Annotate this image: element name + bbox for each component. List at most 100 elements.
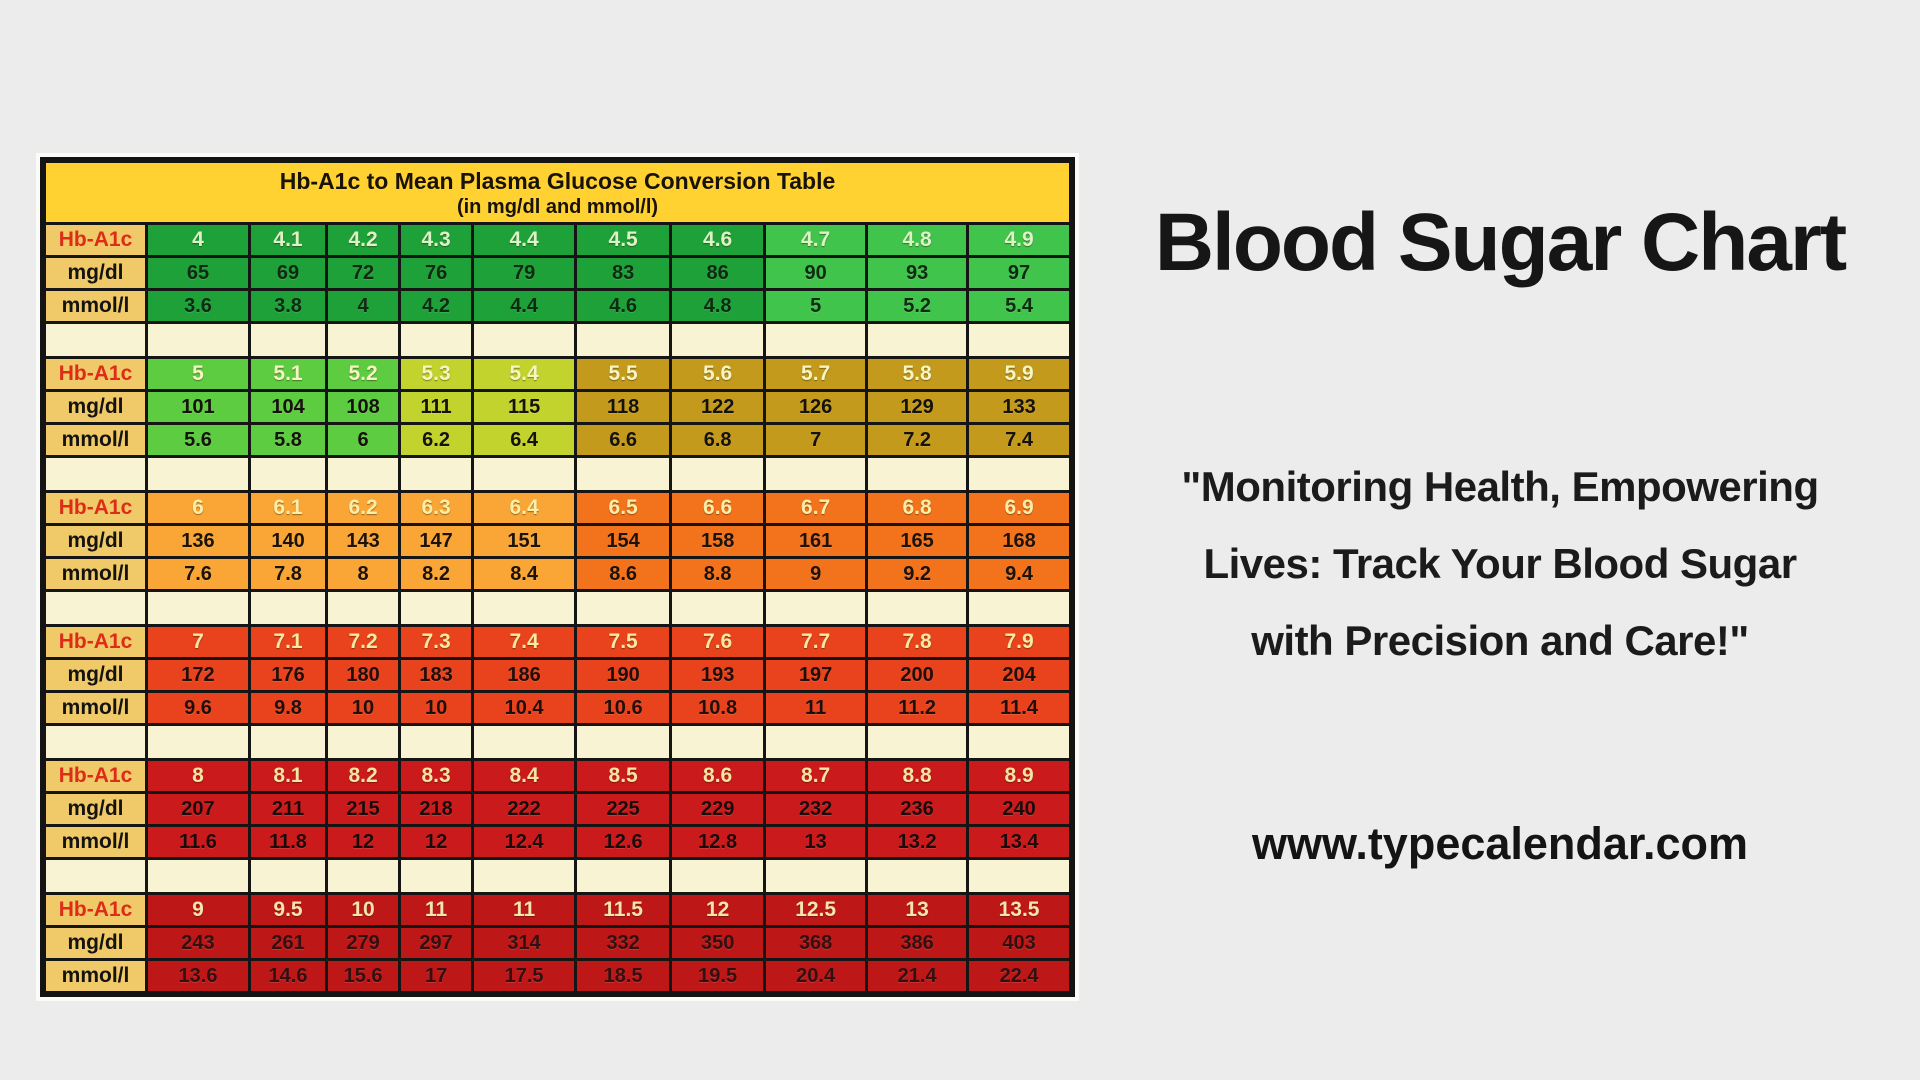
table-cell: 5 [766,291,869,321]
table-cell: 9 [147,895,251,925]
row-label: mg/dl [46,794,148,824]
spacer-row [46,726,1069,761]
table-header: Hb-A1c to Mean Plasma Glucose Conversion… [46,163,1069,225]
row-label: mmol/l [46,827,148,857]
spacer-cell [401,324,475,356]
table-cell: 10.6 [577,693,673,723]
table-cell: 4.8 [868,225,970,255]
row-label: Hb-A1c [46,895,148,925]
spacer-cell [328,592,402,624]
table-cell: 17.5 [474,961,578,991]
table-cell: 6 [328,425,402,455]
table-cell: 222 [474,794,578,824]
table-cell: 13 [868,895,970,925]
table-cell: 218 [401,794,475,824]
spacer-cell [969,458,1069,490]
table-cell: 172 [147,660,251,690]
table-cell: 18.5 [577,961,673,991]
table-cell: 11.5 [577,895,673,925]
table-cell: 200 [868,660,970,690]
spacer-cell [328,458,402,490]
table-cell: 5.3 [401,359,475,389]
spacer-cell [969,592,1069,624]
table-cell: 168 [969,526,1069,556]
table-cell: 8.6 [577,559,673,589]
spacer-cell [474,860,578,892]
table-cell: 12.6 [577,827,673,857]
table-cell: 12.8 [672,827,767,857]
table-cell: 8.4 [474,559,578,589]
table-cell: 5.7 [766,359,869,389]
table-cell: 5.4 [474,359,578,389]
table-cell: 4.8 [672,291,767,321]
spacer-cell [46,592,148,624]
table-cell: 21.4 [868,961,970,991]
spacer-cell [401,726,475,758]
table-cell: 6.2 [328,493,402,523]
table-cell: 147 [401,526,475,556]
table-cell: 180 [328,660,402,690]
table-cell: 7 [766,425,869,455]
table-cell: 332 [577,928,673,958]
spacer-cell [766,592,869,624]
table-cell: 6 [147,493,251,523]
table-row: mg/dl 243 261 279 297 314 332 350 368 386 403 [46,928,1069,961]
table-cell: 11.2 [868,693,970,723]
website-url: www.typecalendar.com [1251,818,1748,869]
table-cell: 4.4 [474,291,578,321]
row-label: mmol/l [46,559,148,589]
table-cell: 7.8 [868,627,970,657]
row-label: Hb-A1c [46,761,148,791]
table-cell: 5.1 [251,359,329,389]
table-cell: 5.5 [577,359,673,389]
table-row: mg/dl 101 104 108 111 115 118 122 126 129 133 [46,392,1069,425]
conversion-table-card: Hb-A1c to Mean Plasma Glucose Conversion… [36,153,1079,1001]
row-label: mmol/l [46,291,148,321]
table-row: mmol/l 5.6 5.8 6 6.2 6.4 6.6 6.8 7 7.2 7.4 [46,425,1069,458]
table-cell: 8.6 [672,761,767,791]
table-cell: 19.5 [672,961,767,991]
table-cell: 207 [147,794,251,824]
table-cell: 5.9 [969,359,1069,389]
table-cell: 314 [474,928,578,958]
table-cell: 5.8 [868,359,970,389]
table-cell: 11.6 [147,827,251,857]
table-row: Hb-A1c 7 7.1 7.2 7.3 7.4 7.5 7.6 7.7 7.8 7.9 [46,627,1069,660]
row-label: mmol/l [46,425,148,455]
spacer-cell [46,324,148,356]
table-cell: 13.4 [969,827,1069,857]
table-cell: 17 [401,961,475,991]
table-cell: 9.5 [251,895,329,925]
spacer-cell [868,592,970,624]
table-cell: 6.7 [766,493,869,523]
table-cell: 9.4 [969,559,1069,589]
table-cell: 7.2 [328,627,402,657]
spacer-cell [328,726,402,758]
spacer-cell [147,324,251,356]
spacer-cell [401,458,475,490]
table-cell: 10 [328,895,402,925]
table-cell: 7.9 [969,627,1069,657]
table-cell: 22.4 [969,961,1069,991]
table-cell: 93 [868,258,970,288]
spacer-cell [147,592,251,624]
table-cell: 79 [474,258,578,288]
table-cell: 111 [401,392,475,422]
table-cell: 151 [474,526,578,556]
table-cell: 7 [147,627,251,657]
table-cell: 8.3 [401,761,475,791]
spacer-cell [577,458,673,490]
spacer-cell [251,860,329,892]
table-cell: 4.5 [577,225,673,255]
row-label: Hb-A1c [46,225,148,255]
spacer-cell [969,860,1069,892]
table-cell: 193 [672,660,767,690]
spacer-cell [474,324,578,356]
page-title: Blood Sugar Chart [1154,197,1847,288]
table-cell: 14.6 [251,961,329,991]
table-cell: 9.8 [251,693,329,723]
spacer-cell [868,860,970,892]
table-cell: 7.6 [147,559,251,589]
table-cell: 4.3 [401,225,475,255]
table-cell: 11 [401,895,475,925]
